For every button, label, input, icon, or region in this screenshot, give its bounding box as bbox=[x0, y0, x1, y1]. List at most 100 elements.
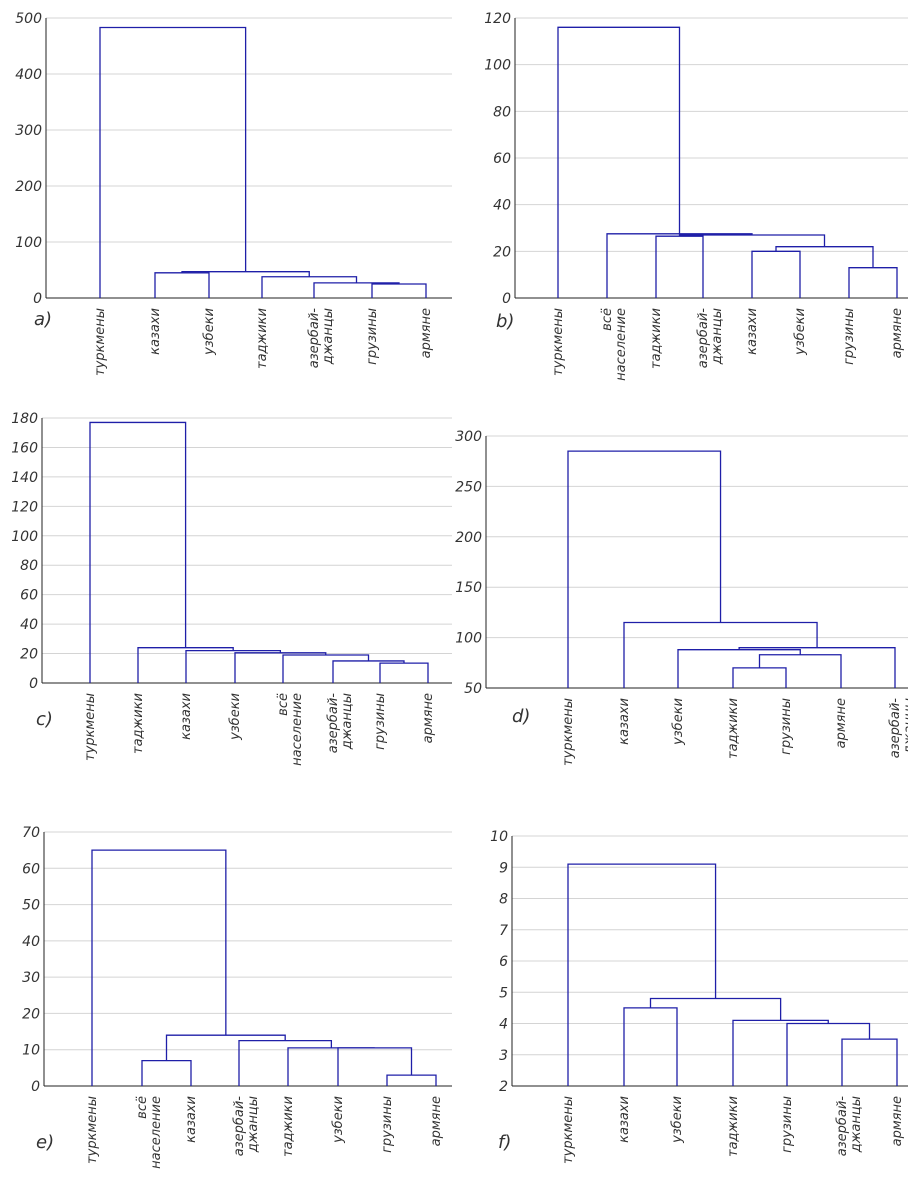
leaf-label: армяне bbox=[429, 1096, 444, 1146]
y-tick-label: 20 bbox=[493, 244, 511, 260]
leaf-label: всёнаселение bbox=[135, 1096, 164, 1169]
panel-label: d) bbox=[512, 706, 530, 727]
leaf-label: узбеки bbox=[202, 308, 217, 356]
y-tick-label: 0 bbox=[33, 291, 42, 307]
leaf-label: узбеки bbox=[670, 1096, 685, 1144]
y-tick-label: 4 bbox=[499, 1017, 508, 1033]
y-tick-label: 8 bbox=[499, 892, 508, 908]
leaf-label: таджики bbox=[255, 308, 270, 369]
dendrogram-link bbox=[234, 652, 327, 683]
leaf-label: узбеки bbox=[228, 693, 243, 741]
leaf-label: таджики bbox=[649, 308, 664, 369]
y-tick-label: 60 bbox=[20, 588, 38, 604]
y-tick-label: 180 bbox=[11, 411, 38, 427]
dendrogram-link bbox=[751, 250, 801, 298]
y-tick-label: 300 bbox=[15, 123, 42, 139]
y-tick-label: 0 bbox=[29, 676, 38, 692]
panel-label: b) bbox=[496, 311, 514, 332]
y-tick-label: 500 bbox=[15, 11, 42, 27]
dendrogram-panel-3: 0 20 40 60 80 100 120 140 160 180 туркмены таджики к… bbox=[11, 411, 452, 766]
panel-label: a) bbox=[34, 309, 52, 330]
leaf-label: казахи bbox=[617, 1096, 632, 1143]
dendrogram-link bbox=[332, 660, 405, 683]
leaf-label: казахи bbox=[617, 698, 632, 745]
leaf-label: армяне bbox=[890, 308, 905, 358]
y-tick-label: 40 bbox=[22, 934, 40, 950]
leaf-label: азербай-джанцы bbox=[835, 1096, 864, 1157]
dendrogram-link bbox=[567, 863, 717, 1086]
y-tick-label: 120 bbox=[484, 11, 511, 27]
y-tick-label: 2 bbox=[499, 1079, 508, 1095]
leaf-label: таджики bbox=[726, 698, 741, 759]
leaf-label: узбеки bbox=[793, 308, 808, 356]
y-tick-label: 6 bbox=[499, 954, 508, 970]
leaf-label: всёнаселение bbox=[600, 308, 629, 381]
y-tick-label: 70 bbox=[22, 825, 40, 841]
y-tick-label: 30 bbox=[22, 970, 40, 986]
dendrogram-link bbox=[137, 647, 234, 683]
y-tick-label: 0 bbox=[31, 1079, 40, 1095]
leaf-label: армяне bbox=[834, 698, 849, 748]
leaf-label: азербай-джанцы bbox=[307, 308, 336, 369]
leaf-label: туркмены bbox=[561, 698, 576, 766]
dendrogram-link bbox=[313, 282, 400, 298]
leaf-label: азербай-джанцы bbox=[888, 698, 908, 759]
y-tick-label: 100 bbox=[455, 631, 482, 647]
y-tick-label: 50 bbox=[464, 681, 482, 697]
dendrogram-link bbox=[371, 283, 427, 298]
leaf-label: таджики bbox=[281, 1096, 296, 1157]
dendrogram-link bbox=[732, 1019, 829, 1086]
dendrogram-link bbox=[557, 26, 681, 298]
y-tick-label: 400 bbox=[15, 67, 42, 83]
leaf-label: туркмены bbox=[561, 1096, 576, 1164]
panel-label: c) bbox=[36, 709, 53, 730]
leaf-label: казахи bbox=[184, 1096, 199, 1143]
leaf-label: армяне bbox=[421, 693, 436, 743]
dendrogram-link bbox=[848, 267, 898, 298]
y-tick-label: 20 bbox=[22, 1006, 40, 1022]
dendrogram-link bbox=[379, 662, 429, 683]
dendrogram-link bbox=[655, 235, 704, 298]
leaf-label: узбеки bbox=[331, 1096, 346, 1144]
panel-label: f) bbox=[498, 1132, 511, 1153]
y-tick-label: 100 bbox=[11, 529, 38, 545]
leaf-label: грузины bbox=[779, 698, 794, 755]
leaf-label: казахи bbox=[745, 308, 760, 355]
y-tick-label: 100 bbox=[15, 235, 42, 251]
dendrogram-link bbox=[841, 1038, 898, 1086]
y-tick-label: 250 bbox=[455, 479, 482, 495]
dendrogram-panel-2: 0 20 40 60 80 100 120 туркмены всёнаселение таджи… bbox=[484, 11, 908, 381]
dendrogram-panel-4: 50 100 150 200 250 300 туркмены казахи узбеки тад… bbox=[455, 429, 908, 766]
dendrogram-link bbox=[261, 276, 358, 298]
dendrogram-panel-1: 0 100 200 300 400 500 туркмены казахи узбеки тадж… bbox=[15, 11, 452, 376]
dendrogram-link bbox=[154, 272, 210, 298]
leaf-label: грузины bbox=[373, 693, 388, 750]
dendrogram-link bbox=[141, 1059, 192, 1086]
leaf-label: туркмены bbox=[93, 308, 108, 376]
leaf-label: таджики bbox=[726, 1096, 741, 1157]
leaf-label: азербай-джанцы bbox=[326, 693, 355, 754]
dendrogram-link bbox=[185, 649, 282, 683]
leaf-label: армяне bbox=[890, 1096, 905, 1146]
y-tick-label: 10 bbox=[490, 829, 508, 845]
y-tick-label: 300 bbox=[455, 429, 482, 445]
y-tick-label: 200 bbox=[15, 179, 42, 195]
leaf-label: азербай-джанцы bbox=[232, 1096, 261, 1157]
leaf-label: казахи bbox=[179, 693, 194, 740]
leaf-label: всёнаселение bbox=[276, 693, 305, 766]
leaf-label: туркмены bbox=[83, 693, 98, 761]
y-tick-label: 7 bbox=[499, 923, 508, 939]
dendrogram-link bbox=[606, 233, 753, 298]
leaf-label: азербай-джанцы bbox=[696, 308, 725, 369]
y-tick-label: 60 bbox=[22, 861, 40, 877]
leaf-label: грузины bbox=[842, 308, 857, 365]
y-tick-label: 20 bbox=[20, 647, 38, 663]
y-tick-label: 60 bbox=[493, 151, 511, 167]
y-tick-label: 140 bbox=[11, 470, 38, 486]
y-tick-label: 9 bbox=[499, 860, 508, 876]
y-tick-label: 80 bbox=[493, 104, 511, 120]
y-tick-label: 150 bbox=[455, 580, 482, 596]
panel-label: e) bbox=[36, 1132, 54, 1153]
dendrogram-panel-5: 0 10 20 30 40 50 60 70 туркмены всёнаселение казах… bbox=[22, 825, 452, 1169]
